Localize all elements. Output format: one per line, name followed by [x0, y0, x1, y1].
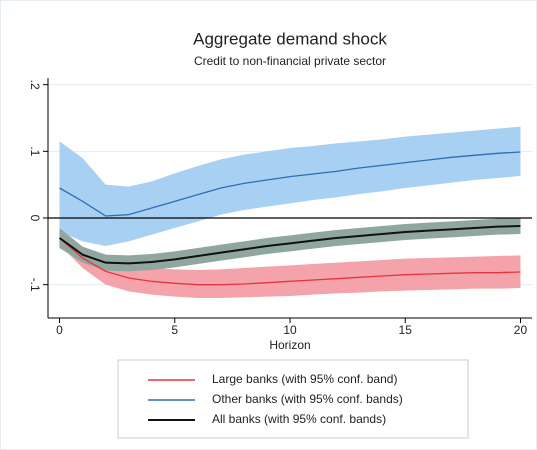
- series-line: [59, 151, 521, 217]
- y-tick-label: .1: [28, 146, 42, 156]
- legend-box: [117, 359, 469, 439]
- chart-title: Aggregate demand shock: [193, 29, 387, 48]
- confidence-band: [59, 126, 521, 246]
- y-tick-label: .2: [28, 80, 42, 90]
- x-tick-label: 10: [283, 323, 297, 337]
- legend-label: Large banks (with 95% conf. band): [212, 372, 397, 386]
- chart-subtitle: Credit to non-financial private sector: [194, 54, 386, 68]
- confidence-band: [59, 231, 521, 298]
- x-axis-label: Horizon: [269, 338, 310, 352]
- series-line: [59, 237, 521, 286]
- x-tick-label: 20: [514, 323, 528, 337]
- legend-label: All banks (with 95% conf. bands): [212, 412, 386, 426]
- x-tick-label: 5: [171, 323, 178, 337]
- x-tick-label: 0: [56, 323, 63, 337]
- y-tick-label: 0: [28, 215, 42, 222]
- legend-label: Other banks (with 95% conf. bands): [212, 392, 403, 406]
- series-line: [58, 225, 521, 265]
- x-tick-label: 15: [399, 323, 413, 337]
- y-tick-label: -.1: [28, 278, 42, 292]
